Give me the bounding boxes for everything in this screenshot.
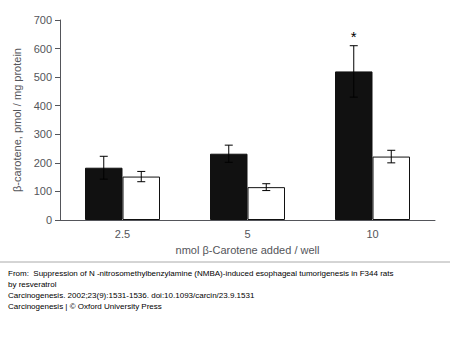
svg-text:0: 0 [46,214,52,226]
svg-text:400: 400 [34,100,52,112]
svg-text:300: 300 [34,128,52,140]
svg-text:Carcinogenesis. 2002;23(9):153: Carcinogenesis. 2002;23(9):1531-1536. do… [8,291,255,300]
svg-text:*: * [351,28,357,45]
svg-text:by resveratrol: by resveratrol [8,280,57,289]
svg-text:600: 600 [34,43,52,55]
svg-text:100: 100 [34,185,52,197]
svg-text:500: 500 [34,71,52,83]
svg-text:200: 200 [34,157,52,169]
svg-text:2.5: 2.5 [115,228,130,240]
svg-text:From: Suppression of N -nitro: From: Suppression of N -nitrosomethylben… [8,269,394,278]
svg-text:Carcinogenesis | © Oxford Univ: Carcinogenesis | © Oxford University Pre… [8,302,162,311]
svg-text:β-carotene, pmol / mg protein: β-carotene, pmol / mg protein [11,48,23,192]
svg-text:nmol β-Carotene added / well: nmol β-Carotene added / well [176,244,320,256]
svg-text:10: 10 [366,228,378,240]
svg-text:5: 5 [244,228,250,240]
svg-text:700: 700 [34,14,52,26]
